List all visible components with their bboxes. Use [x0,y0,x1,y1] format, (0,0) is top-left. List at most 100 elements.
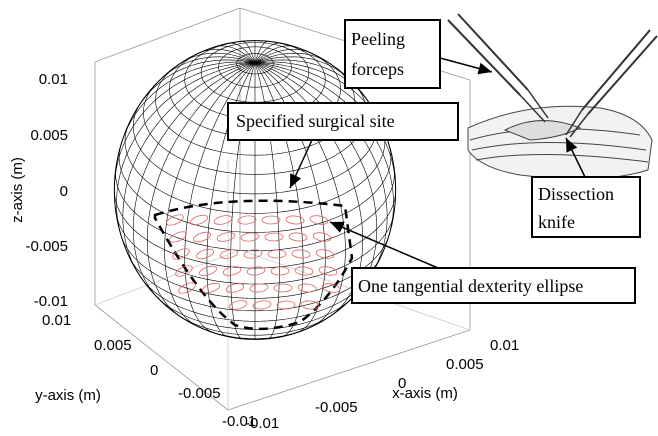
y-tick-label: -0.01 [222,413,256,430]
arrow [329,221,439,269]
dexterity-ellipse [237,215,257,225]
annotation-box [344,19,441,89]
dexterity-ellipse [309,215,329,225]
dexterity-ellipse [315,249,335,259]
x-tick-label: -0.01 [245,415,279,432]
dexterity-ellipses [166,214,341,310]
dexterity-ellipse [300,300,320,310]
mesh-line [160,56,256,80]
illustration-labels: Peeling forceps Dissection knife [344,19,641,238]
mesh-line [254,62,378,301]
mesh-line [254,62,346,327]
annotation: knife [538,212,575,232]
axis-labels: z-axis (m) y-axis (m) x-axis (m) [9,157,458,404]
mesh-line [118,145,392,233]
annotation: Peeling [351,29,405,49]
y-tick-label: -0.005 [178,385,221,402]
z-tick-label: -0.01 [34,293,68,310]
dexterity-ellipse [252,300,272,310]
mesh-line [254,62,396,191]
dexterity-ellipse [216,232,236,242]
arrow [439,57,493,75]
dexterity-ellipse [166,214,184,226]
mesh-line [120,61,256,145]
mesh-line [114,62,256,191]
x-tick-label: 0 [398,375,406,392]
mesh-line [140,59,256,104]
z-tick-label: 0.01 [39,71,68,88]
mesh-line [228,42,256,63]
annotations: Specified surgical site One tangential d… [227,102,636,304]
dexterity-ellipse [291,249,311,259]
dexterity-ellipse [285,215,305,225]
mesh-line [254,52,332,65]
mesh-line [254,62,388,277]
mesh-line [178,52,256,65]
mesh-line [197,49,256,63]
dexterity-ellipse [243,249,263,259]
dexterity-ellipse [321,283,341,293]
annotation: Dissection [538,184,614,204]
sphere-outline [113,40,397,340]
dexterity-ellipse [178,282,196,294]
mesh-line [254,49,313,63]
mesh-line [116,62,256,237]
mesh-line [184,62,256,333]
mesh-line [122,62,256,277]
mesh-line [254,42,282,63]
dexterity-ellipse [297,283,317,293]
y-axis-label: y-axis (m) [35,387,101,404]
mesh-line [241,41,256,63]
x-tick-label: -0.005 [315,399,358,416]
mesh-line [115,169,395,252]
annotation: forceps [351,59,404,79]
x-tick-label: 0.005 [446,356,484,373]
x-tick-label: 0.01 [490,337,519,354]
dexterity-ellipse [189,214,209,226]
dexterity-ellipse [172,248,190,260]
z-tick-label: -0.005 [25,238,68,255]
z-tick-label: 0 [60,183,68,200]
dexterity-ellipse [267,249,287,259]
arrow [289,139,313,189]
dexterity-ellipse [213,215,233,225]
annotation: Specified surgical site [236,111,395,131]
dexterity-ellipse [222,266,242,276]
dexterity-ellipse [169,231,187,243]
dexterity-ellipse [261,215,281,225]
mesh-line [164,62,256,327]
dexterity-ellipse [228,300,248,310]
mesh-line [120,234,390,299]
surgical-site-boundary [153,199,354,331]
dexterity-ellipse [273,283,293,293]
annotation: One tangential dexterity ellipse [358,276,583,296]
dexterity-ellipse [225,283,245,293]
dexterity-ellipse [318,266,338,276]
dexterity-ellipse [192,231,212,243]
y-tick-label: 0 [150,362,158,379]
dexterity-ellipse [198,265,218,277]
dexterity-ellipse [195,248,215,260]
arrow [565,137,586,178]
dexterity-ellipse [249,283,269,293]
dexterity-ellipse [240,232,260,242]
dexterity-ellipse [201,282,221,294]
z-tick-label: 0.005 [30,127,68,144]
y-tick-label: 0.005 [94,337,132,354]
mesh-line [254,56,350,80]
tick-labels: 0.010.0050-0.005-0.010.010.0050-0.005-0.… [25,71,519,432]
mesh-line [132,62,256,301]
dexterity-ellipse [246,266,266,276]
annotation-box [531,176,641,238]
mesh-line [114,189,396,269]
annotation-box [227,102,459,141]
annotation-box [351,267,636,304]
mesh-line [254,62,326,333]
dexterity-ellipse [264,232,284,242]
dexterity-ellipse [288,232,308,242]
dexterity-ellipse [175,265,193,277]
x-axis-label: x-axis (m) [392,385,458,402]
mesh-line [124,122,386,214]
y-tick-label: 0.01 [42,312,71,329]
